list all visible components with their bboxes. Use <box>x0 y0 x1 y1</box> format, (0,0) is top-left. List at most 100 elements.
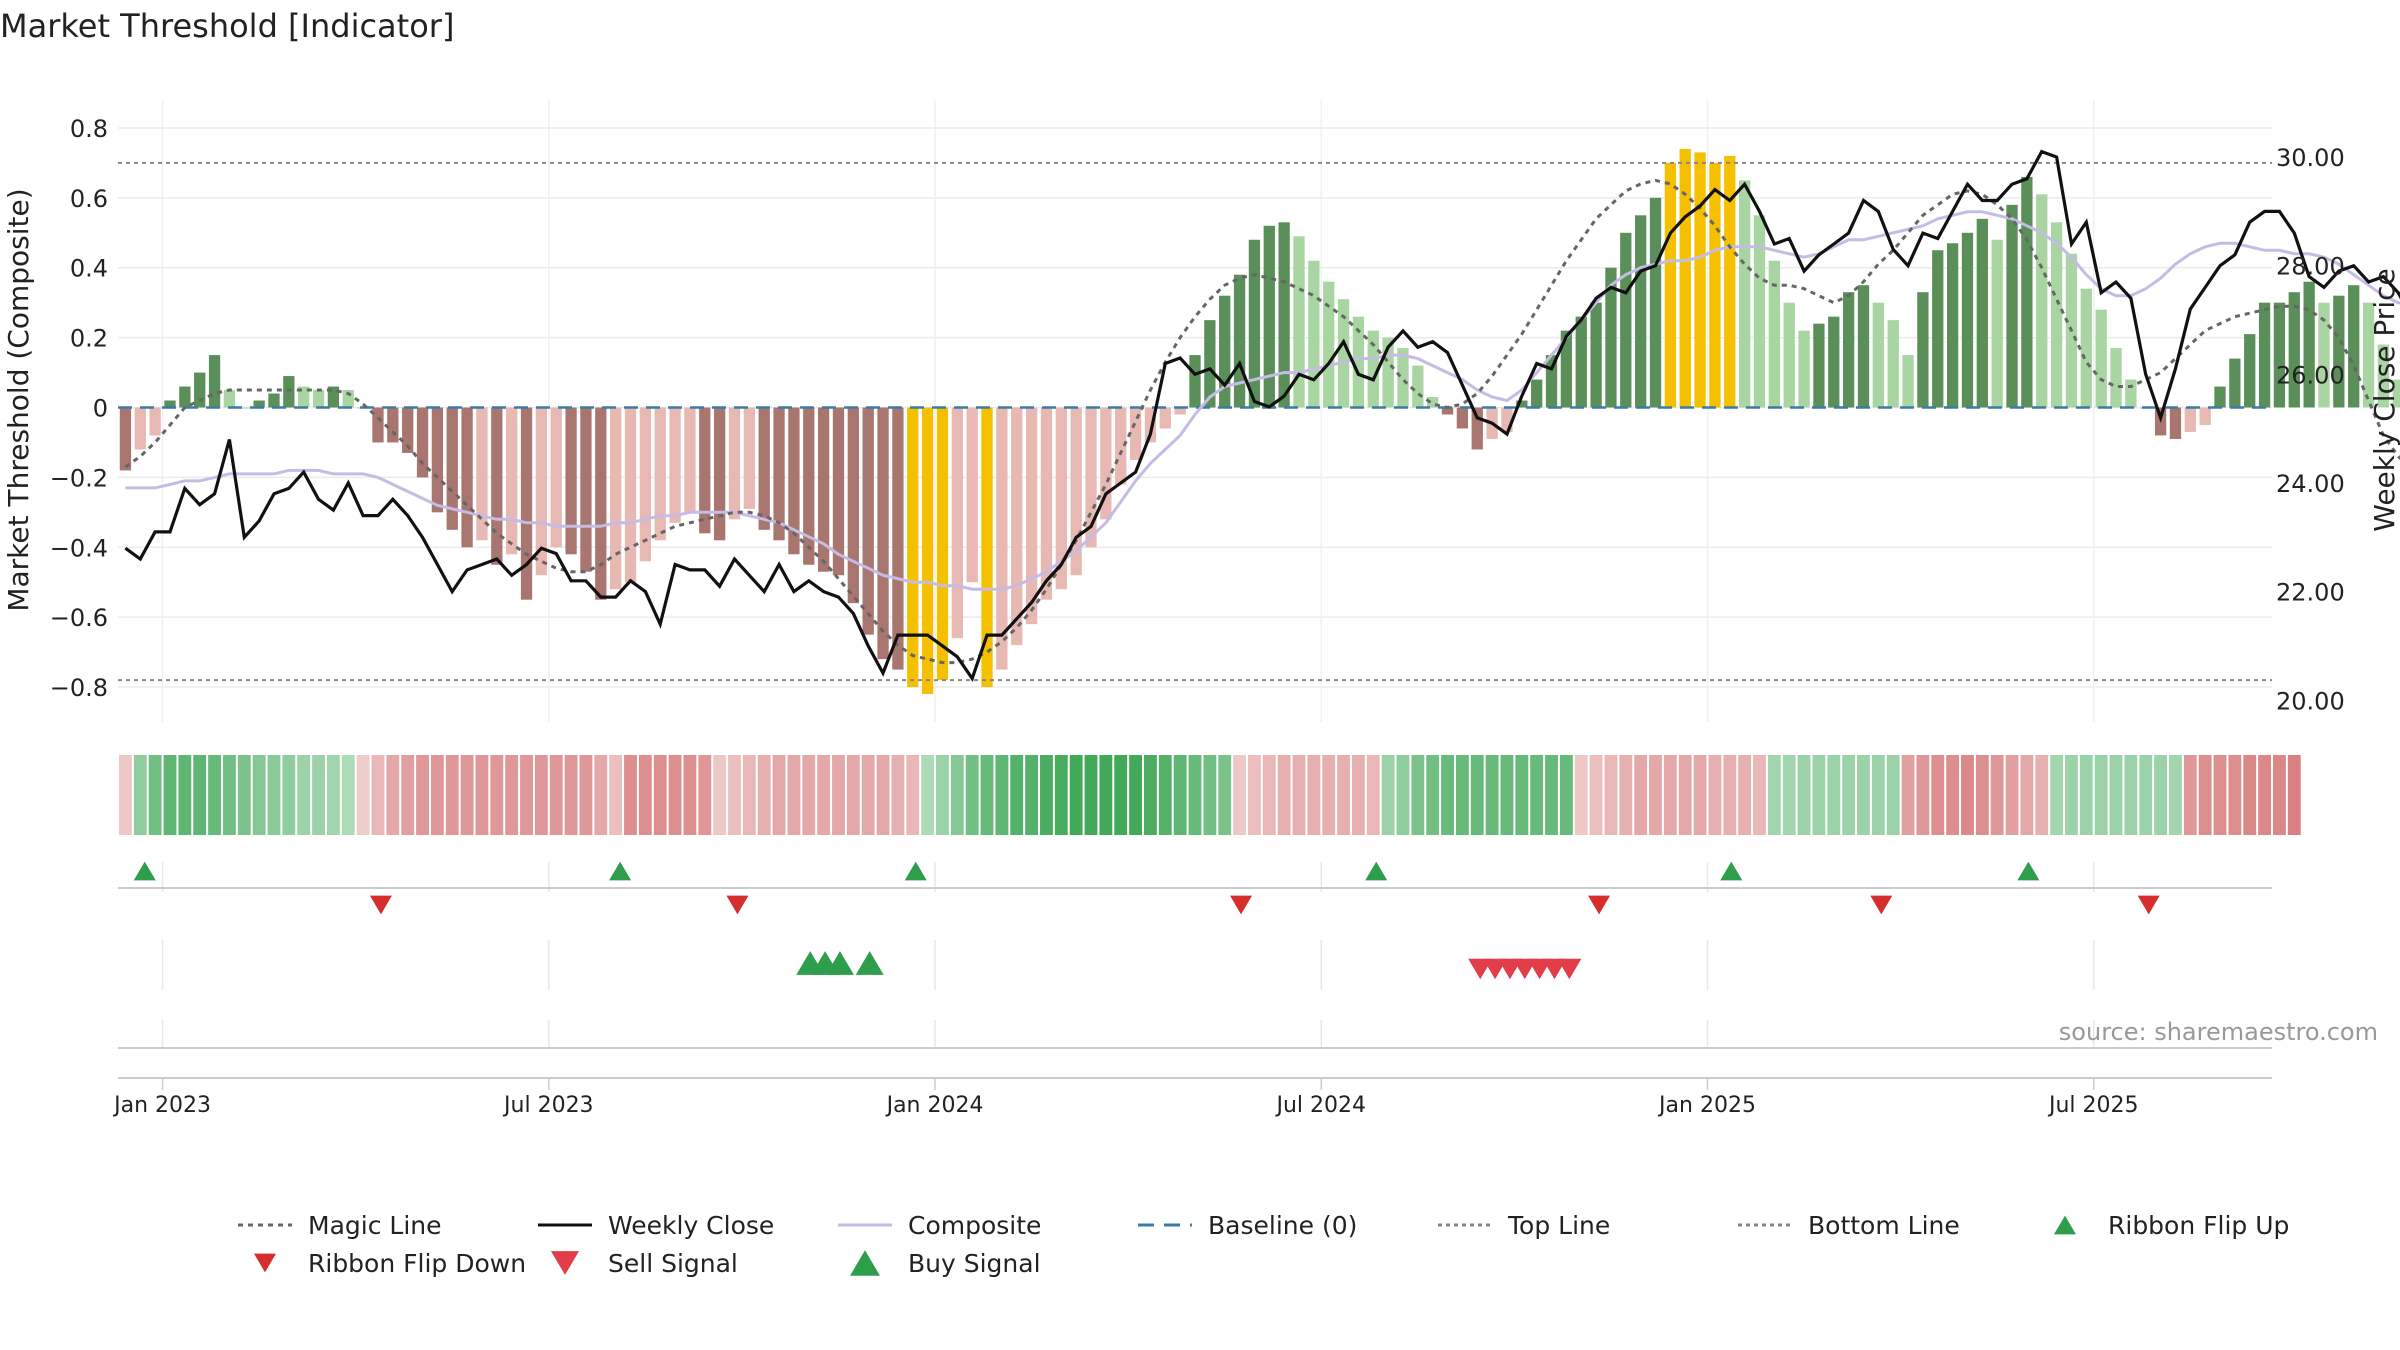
ribbon-flip-up-marker <box>1365 861 1388 881</box>
ribbon-cell <box>564 755 578 835</box>
ribbon-cell <box>1129 755 1143 835</box>
y-tick-label: 0.6 <box>70 185 108 213</box>
ribbon-cell <box>1931 755 1945 835</box>
bar <box>550 407 562 548</box>
bar <box>238 407 250 409</box>
bar <box>1961 232 1974 408</box>
y2-tick-label: 24.00 <box>2276 470 2345 498</box>
ribbon-cell <box>267 755 281 835</box>
ribbon-cell <box>995 755 1009 835</box>
bar <box>253 400 265 408</box>
bar <box>1575 316 1587 408</box>
ribbon-cell <box>208 755 221 835</box>
bar <box>2333 295 2345 408</box>
ribbon-flip-up-marker <box>133 861 156 881</box>
bar <box>1798 330 1810 408</box>
bar <box>817 407 830 572</box>
ribbon-flip-up-marker <box>609 861 632 881</box>
ribbon-cell <box>1782 755 1796 835</box>
ribbon-cell <box>1708 755 1722 835</box>
ribbon-cell <box>2109 755 2123 835</box>
ribbon-cell <box>475 755 489 835</box>
ribbon-cell <box>876 755 890 835</box>
bar <box>2392 379 2400 408</box>
bar <box>1070 407 1082 576</box>
ribbon-cell <box>2065 755 2078 835</box>
bar <box>506 407 518 555</box>
ribbon-cell <box>624 755 637 835</box>
ribbon-cell <box>921 755 935 835</box>
bar <box>535 407 548 576</box>
bar <box>1427 397 1439 408</box>
ribbon-cell <box>2139 755 2153 835</box>
ribbon-flip-down-marker <box>2137 895 2160 915</box>
bar <box>2214 386 2226 408</box>
bar <box>1842 292 1855 408</box>
ribbon-cell <box>2020 755 2034 835</box>
bar <box>372 407 384 443</box>
ribbon-cell <box>1678 755 1692 835</box>
bar <box>1679 148 1691 408</box>
legend-swatch <box>850 1250 880 1276</box>
bar <box>194 372 206 408</box>
ribbon-cell <box>609 755 623 835</box>
ribbon-flip-up-marker <box>1720 861 1743 881</box>
bar <box>476 407 488 541</box>
ribbon-cell <box>1084 755 1098 835</box>
bar <box>1144 407 1157 443</box>
ribbon-cell <box>1322 755 1336 835</box>
ribbon-cell <box>133 755 147 835</box>
bar <box>283 376 295 408</box>
ribbon-cell <box>1767 755 1781 835</box>
ribbon-cell <box>1663 755 1677 835</box>
y-tick-label: −0.6 <box>50 604 108 632</box>
ribbon-cell <box>119 755 132 835</box>
bar <box>2080 288 2092 408</box>
bar <box>1783 302 1795 408</box>
bar <box>921 407 934 695</box>
bar <box>595 407 607 600</box>
bar <box>179 386 191 408</box>
legend-label: Composite <box>908 1211 1041 1240</box>
bar <box>1011 407 1023 646</box>
ribbon-cell <box>237 755 251 835</box>
bar <box>1293 236 1305 408</box>
ribbon-cell <box>742 755 756 835</box>
bar <box>402 407 414 453</box>
bar <box>1932 250 1944 408</box>
ribbon-cell <box>416 755 429 835</box>
ribbon-cell <box>297 755 311 835</box>
y-tick-label: 0.2 <box>70 325 108 353</box>
legend-label: Sell Signal <box>608 1249 738 1278</box>
bar <box>2006 204 2018 408</box>
ribbon-cell <box>222 755 236 835</box>
bar <box>1590 302 1602 408</box>
bar <box>1323 281 1335 408</box>
weekly-close-line <box>124 149 2400 683</box>
ribbon-cell <box>1233 755 1246 835</box>
ribbon-cell <box>1693 755 1707 835</box>
ribbon-cell <box>1381 755 1395 835</box>
bar <box>1025 407 1038 625</box>
legend: Magic Line Weekly Close Composite Baseline … <box>238 1211 2289 1278</box>
ribbon-cell <box>1173 755 1187 835</box>
bar <box>1694 152 1706 408</box>
composite-line <box>125 210 2400 591</box>
bar <box>1367 330 1379 408</box>
sell-signal-marker <box>1557 958 1582 980</box>
x-tick-label: Jul 2023 <box>502 1093 594 1118</box>
bar <box>119 407 132 471</box>
bar <box>2169 407 2182 439</box>
bar <box>1219 295 1231 408</box>
ribbon-cell <box>1307 755 1321 835</box>
bar <box>684 407 696 513</box>
ribbon-cell <box>1099 755 1113 835</box>
ribbon-cell <box>2243 755 2257 835</box>
bar <box>342 390 354 408</box>
bar <box>387 407 399 443</box>
bar <box>2110 348 2122 408</box>
ribbon-cell <box>1990 755 2004 835</box>
x-tick-label: Jan 2023 <box>112 1093 211 1118</box>
bar <box>1055 407 1067 590</box>
